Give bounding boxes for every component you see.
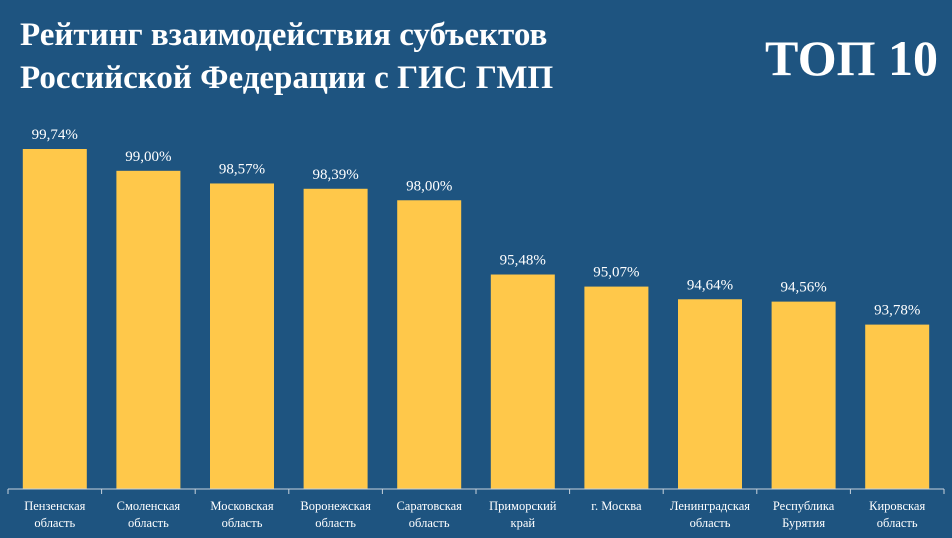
bar (303, 188, 368, 489)
bar (490, 274, 555, 489)
title-line-2: Российской Федерации с ГИС ГМП (20, 60, 554, 96)
data-label: 95,48% (500, 253, 546, 269)
top10-badge: ТОП 10 (765, 30, 938, 86)
bar (210, 183, 274, 489)
category-label: Саратовская область (396, 499, 462, 530)
data-label: 98,00% (406, 178, 452, 194)
category-label: г. Москва (591, 499, 642, 513)
data-label: 99,00% (125, 149, 171, 165)
category-label: Воронежская область (300, 499, 371, 530)
data-label: 94,64% (687, 277, 733, 293)
data-label: 98,57% (219, 161, 265, 177)
data-label: 98,39% (312, 167, 358, 183)
data-label: 93,78% (874, 303, 920, 319)
chart-title: Рейтинг взаимодействия субъектов Российс… (20, 14, 553, 100)
data-label: 95,07% (593, 265, 639, 281)
bar (397, 200, 462, 489)
bar (584, 286, 649, 489)
category-label: Приморский край (489, 499, 557, 530)
category-label: Смоленская область (117, 499, 181, 530)
data-label: 99,74% (32, 127, 78, 143)
bar (678, 299, 742, 489)
category-label: Пензенская область (24, 499, 85, 530)
category-label: Ленинградская область (670, 499, 750, 530)
bar (116, 170, 181, 489)
bar (771, 301, 836, 489)
title-line-1: Рейтинг взаимодействия субъектов (20, 17, 548, 53)
category-label: Кировская область (869, 499, 925, 530)
category-label: Республика Бурятия (773, 499, 835, 530)
bar (22, 149, 87, 489)
bar (865, 324, 930, 489)
category-label: Московская область (210, 499, 273, 530)
data-label: 94,56% (780, 280, 826, 296)
